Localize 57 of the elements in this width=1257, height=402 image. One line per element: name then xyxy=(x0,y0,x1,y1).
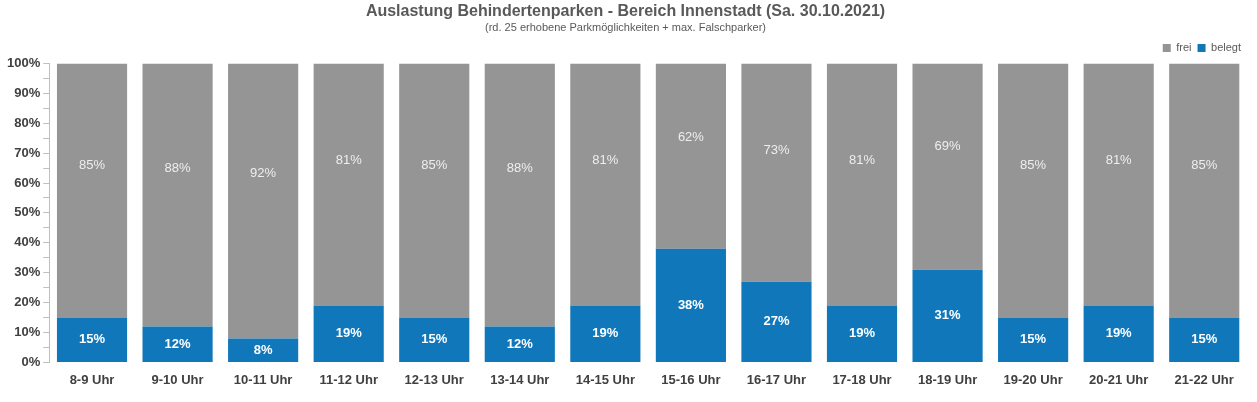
data-label: 15% xyxy=(79,331,106,347)
y-tick-label: 0% xyxy=(21,353,41,369)
data-label: 19% xyxy=(1105,325,1133,341)
data-label: 12% xyxy=(164,335,192,351)
x-tick-label: 15-16 Uhr xyxy=(661,371,721,387)
x-tick-label: 16-17 Uhr xyxy=(746,371,807,387)
x-tick-label: 10-11 Uhr xyxy=(233,371,293,387)
data-label: 12% xyxy=(506,335,534,351)
chart-subtitle: (rd. 25 erhobene Parkmöglichkeiten + max. Falschparker) xyxy=(485,20,766,33)
x-tick-label: 9-10 Uhr xyxy=(151,371,204,387)
x-tick-label: 8-9 Uhr xyxy=(69,371,115,387)
data-label: 85% xyxy=(1191,156,1218,172)
data-label: 19% xyxy=(848,325,876,341)
y-tick-label: 40% xyxy=(14,234,41,250)
x-tick-label: 11-12 Uhr xyxy=(319,371,378,387)
y-tick-label: 50% xyxy=(14,204,41,220)
x-tick-label: 21-22 Uhr xyxy=(1174,371,1234,387)
data-label: 19% xyxy=(592,325,619,341)
legend-label: frei xyxy=(1176,40,1192,53)
legend-label: belegt xyxy=(1211,40,1242,53)
data-label: 85% xyxy=(1020,156,1047,172)
x-tick-label: 20-21 Uhr xyxy=(1089,371,1149,387)
data-label: 27% xyxy=(763,313,790,329)
data-label: 88% xyxy=(164,160,192,176)
data-label: 92% xyxy=(250,165,277,181)
data-label: 81% xyxy=(335,151,363,167)
data-label: 73% xyxy=(763,142,790,158)
x-tick-label: 13-14 Uhr xyxy=(490,371,550,387)
data-label: 19% xyxy=(335,325,363,341)
data-label: 31% xyxy=(934,307,962,323)
y-tick-label: 30% xyxy=(14,264,41,280)
data-label: 88% xyxy=(506,160,534,176)
data-label: 69% xyxy=(934,137,962,153)
data-label: 15% xyxy=(421,331,448,347)
data-label: 62% xyxy=(677,129,705,145)
x-tick-label: 17-18 Uhr xyxy=(832,371,892,387)
data-label: 81% xyxy=(1105,151,1133,167)
data-label: 15% xyxy=(1191,331,1218,347)
y-tick-label: 10% xyxy=(14,324,41,340)
data-label: 81% xyxy=(848,151,876,167)
x-tick-label: 12-13 Uhr xyxy=(404,371,464,387)
data-label: 38% xyxy=(677,296,705,312)
data-label: 85% xyxy=(421,156,448,172)
x-tick-label: 18-19 Uhr xyxy=(917,371,978,387)
data-label: 15% xyxy=(1020,331,1047,347)
data-label: 85% xyxy=(79,156,106,172)
x-tick-label: 14-15 Uhr xyxy=(575,371,635,387)
data-label: 81% xyxy=(592,151,619,167)
y-tick-label: 100% xyxy=(7,54,41,70)
y-tick-label: 70% xyxy=(14,144,41,160)
y-tick-label: 90% xyxy=(14,84,41,100)
chart-title: Auslastung Behindertenparken - Bereich Innenstadt (Sa. 30.10.2021) xyxy=(365,2,886,20)
y-tick-label: 60% xyxy=(14,174,41,190)
y-tick-label: 20% xyxy=(14,294,41,310)
data-label: 8% xyxy=(253,341,273,357)
x-tick-label: 19-20 Uhr xyxy=(1003,371,1063,387)
y-tick-label: 80% xyxy=(14,114,41,130)
